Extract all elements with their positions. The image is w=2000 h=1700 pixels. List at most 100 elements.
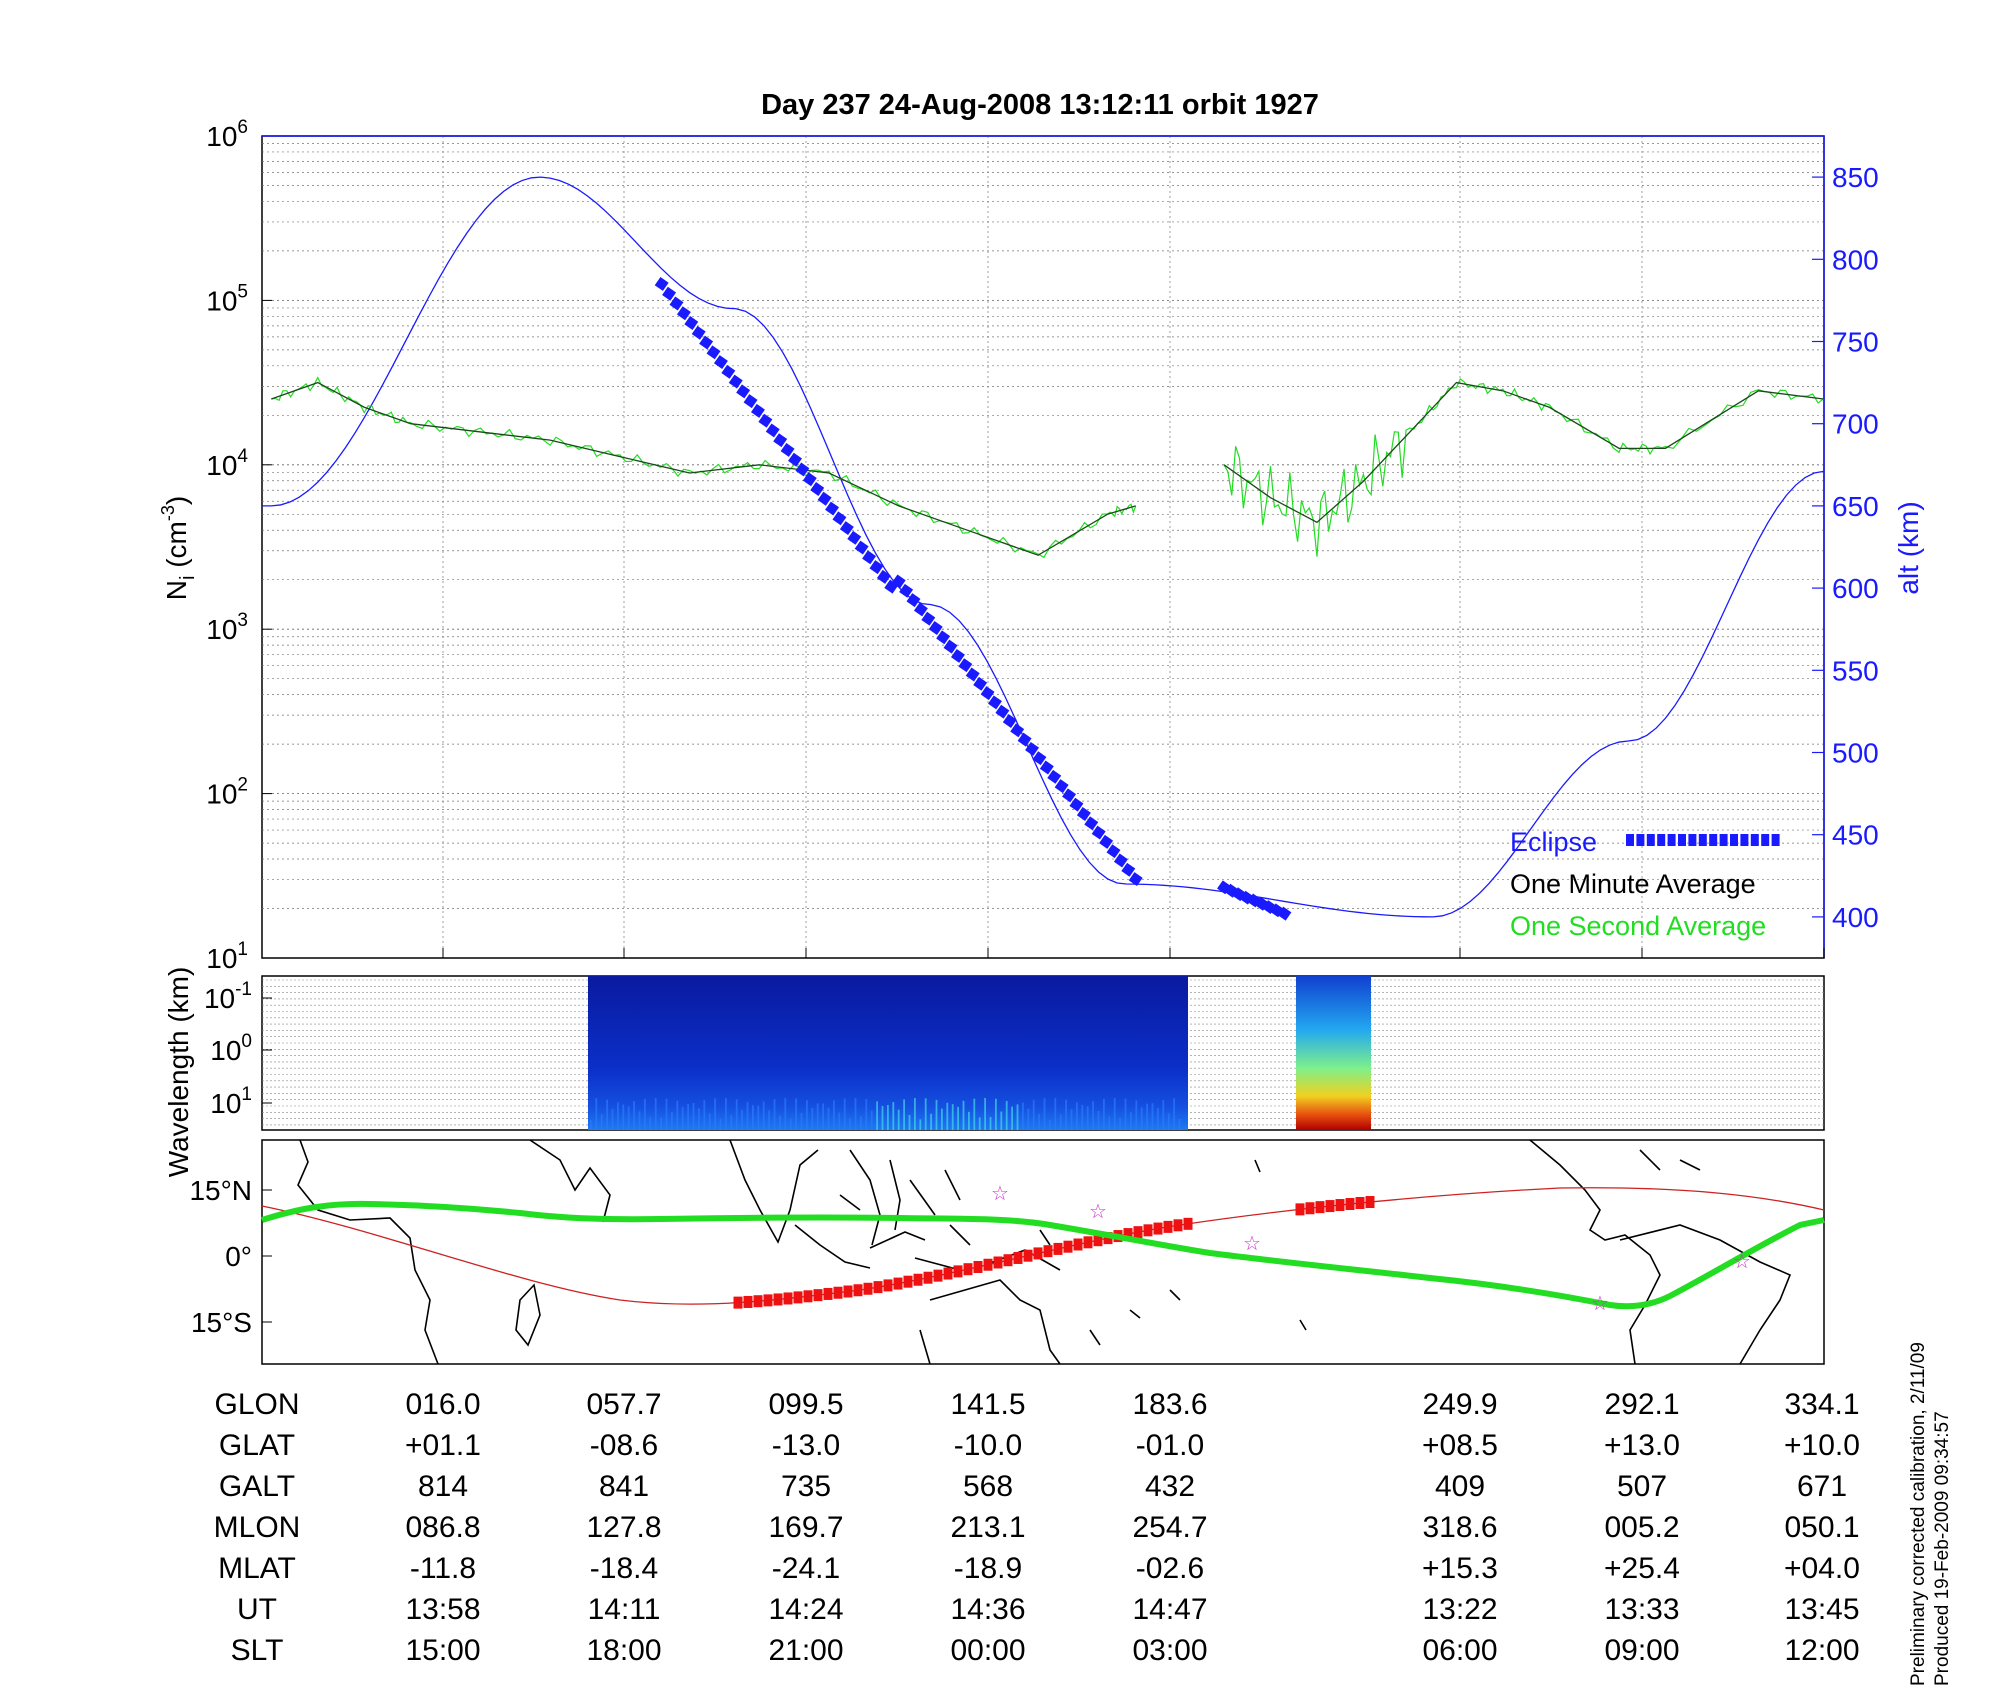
eclipse-marker xyxy=(1017,732,1032,747)
eclipse-marker xyxy=(1076,807,1091,821)
orbit-eclipse-marker xyxy=(1325,1200,1335,1213)
eclipse-marker xyxy=(1054,779,1069,794)
spectrogram-stripe xyxy=(924,1098,927,1130)
eclipse-marker xyxy=(995,704,1010,719)
spectrogram-stripe xyxy=(692,1102,695,1130)
eclipse-marker xyxy=(1091,825,1106,840)
spectrogram-stripe xyxy=(1167,1113,1170,1130)
spectrogram-stripe xyxy=(627,1106,630,1130)
eclipse-marker xyxy=(1106,844,1121,859)
eclipse-marker xyxy=(713,355,728,370)
coastline-madagascar xyxy=(515,1283,541,1347)
eclipse-marker xyxy=(743,394,758,409)
density-tick-label: 102 xyxy=(206,775,248,810)
table-cell: -11.8 xyxy=(409,1552,477,1585)
spectrogram-stripe xyxy=(1000,1111,1003,1130)
station-markers: ☆ ☆ ☆ ☆ ☆ xyxy=(991,1183,1751,1315)
row-label-ut: UT xyxy=(237,1593,277,1626)
table-cell: 13:58 xyxy=(405,1593,481,1626)
table-cell: -13.0 xyxy=(771,1429,841,1462)
orbit-eclipse-marker xyxy=(793,1291,803,1304)
spectrogram-stripe xyxy=(671,1112,673,1130)
orbit-eclipse-marker xyxy=(763,1294,773,1307)
orbit-eclipse-marker xyxy=(1295,1203,1305,1216)
spectrogram-panel: 10-1 100 101 Wavelength (km) xyxy=(163,967,1825,1177)
table-cell: 127.8 xyxy=(586,1511,662,1544)
eclipse-swatch-mark xyxy=(1761,834,1770,846)
wavelength-tick-label: 101 xyxy=(210,1084,252,1119)
spectrogram-stripe xyxy=(822,1103,824,1130)
orbit-eclipse-marker xyxy=(973,1260,983,1273)
eclipse-marker xyxy=(1047,769,1062,784)
eclipse-marker xyxy=(721,364,736,379)
altitude-line xyxy=(262,176,1824,918)
spectrogram-stripe xyxy=(649,1116,652,1130)
table-cell: +08.5 xyxy=(1422,1429,1498,1462)
orbit-eclipse-marker xyxy=(1093,1234,1103,1247)
table-cell: 14:11 xyxy=(587,1593,661,1626)
table-cell: +01.1 xyxy=(405,1429,481,1462)
spectrogram-stripe xyxy=(773,1099,776,1130)
orbit-eclipse-marker xyxy=(783,1292,793,1305)
orbit-eclipse-marker xyxy=(1305,1202,1315,1215)
eclipse-marker xyxy=(706,345,721,360)
spectrogram-stripe xyxy=(714,1098,716,1130)
lat-15s-label: 15°S xyxy=(191,1307,252,1338)
density-curves xyxy=(271,376,1824,559)
table-cell: 841 xyxy=(598,1470,650,1503)
row-label-glon: GLON xyxy=(214,1388,300,1421)
orbit-eclipse-marker xyxy=(1063,1240,1073,1253)
orbit-eclipse-marker xyxy=(933,1269,943,1282)
table-cell: 050.1 xyxy=(1784,1511,1860,1544)
table-cell: 14:47 xyxy=(1132,1593,1208,1626)
spectrogram-stripe xyxy=(833,1100,835,1130)
spectrogram-stripe xyxy=(741,1109,743,1130)
spectrogram-stripe xyxy=(903,1099,905,1130)
altitude-tick-label: 800 xyxy=(1832,244,1879,275)
eclipse-marker xyxy=(728,374,743,389)
spectrogram-stripe xyxy=(762,1101,765,1130)
coastlines xyxy=(297,1139,1792,1365)
eclipse-marker xyxy=(1010,723,1025,738)
spectrogram-stripe xyxy=(1086,1106,1089,1130)
spectrogram-stripe xyxy=(735,1099,738,1130)
orbit-eclipse-marker xyxy=(1335,1199,1345,1212)
eclipse-marker xyxy=(1128,872,1143,887)
orbit-eclipse-marker xyxy=(1003,1254,1013,1267)
table-cell: 507 xyxy=(1616,1470,1668,1503)
spectrogram-stripe xyxy=(973,1098,976,1130)
orbit-eclipse-marker xyxy=(823,1287,833,1300)
spectrogram-stripe xyxy=(1124,1098,1127,1130)
table-cell: -01.0 xyxy=(1135,1429,1205,1462)
table-cell: 169.7 xyxy=(768,1511,844,1544)
density-altitude-panel: 101 102 103 104 105 106 400 450 500 550 600 650 700… xyxy=(158,117,1924,974)
one-minute-average-line xyxy=(1223,381,1824,524)
table-cell: 18:00 xyxy=(586,1634,662,1667)
eclipse-marker xyxy=(691,325,706,340)
map-lat-axis: 15°N 0° 15°S xyxy=(189,1175,272,1338)
spectrogram-stripe xyxy=(606,1099,608,1130)
top-x-ticks xyxy=(442,948,1825,958)
spectrogram-stripe xyxy=(957,1106,959,1130)
wavelength-tick-label: 100 xyxy=(210,1031,252,1066)
spectrogram-stripe xyxy=(827,1107,830,1130)
eclipse-marker xyxy=(906,593,921,608)
spectrogram-stripes xyxy=(590,1098,1181,1130)
table-cell: 14:36 xyxy=(950,1593,1026,1626)
orbit-eclipse-marker xyxy=(1023,1249,1033,1262)
eclipse-marker xyxy=(988,695,1002,710)
table-cell: 00:00 xyxy=(950,1634,1026,1667)
altitude-axis-label: alt (km) xyxy=(1893,501,1924,594)
altitude-tick-label: 450 xyxy=(1832,820,1879,851)
orbit-eclipse-marker xyxy=(963,1263,973,1276)
orbit-eclipse-marker xyxy=(813,1289,823,1302)
eclipse-swatch-mark xyxy=(1688,834,1697,846)
table-cell: 183.6 xyxy=(1132,1388,1208,1421)
eclipse-swatch-mark xyxy=(1698,834,1707,846)
eclipse-marker xyxy=(839,521,854,536)
eclipse-marker xyxy=(1025,741,1039,756)
spectrogram-stripe xyxy=(1119,1117,1121,1130)
spectrogram-stripe xyxy=(1135,1100,1138,1130)
orbit-eclipse-marker xyxy=(923,1271,933,1284)
